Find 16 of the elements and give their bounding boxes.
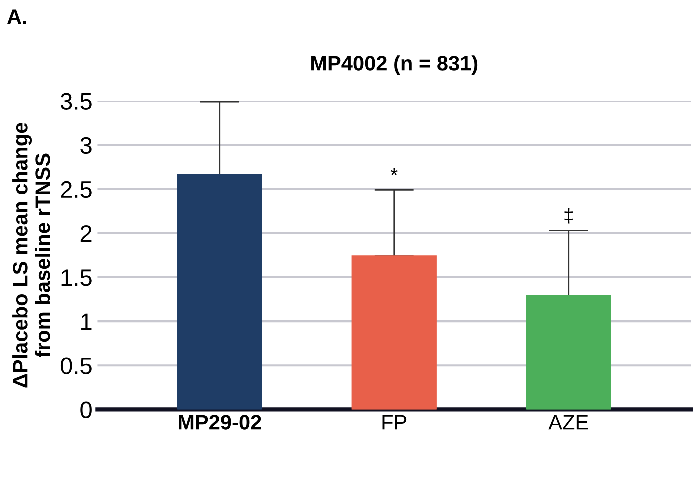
y-axis-title: ΔPlacebo LS mean change from baseline rTNSS	[12, 123, 50, 388]
x-tick-label: FP	[382, 415, 407, 430]
annotation: *	[390, 168, 398, 176]
x-tick-label: AZE	[548, 415, 588, 430]
y-tick-label: 1.5	[62, 270, 92, 286]
y-tick-label: 1	[82, 314, 92, 330]
y-tick-label: 2	[80, 225, 92, 242]
chart-title: MP4002 (n = 831)	[312, 56, 478, 75]
y-tick-label: 2.5	[61, 181, 92, 198]
text: A.	[8, 10, 26, 24]
y-tick-label: 0	[80, 402, 92, 418]
y-tick-label: 3.5	[60, 93, 92, 110]
x-tick-label: MP29-02	[179, 415, 262, 430]
annotation: ‡	[564, 208, 573, 224]
y-tick-label: 0.5	[60, 358, 92, 374]
y-tick-label: 3	[80, 137, 92, 154]
